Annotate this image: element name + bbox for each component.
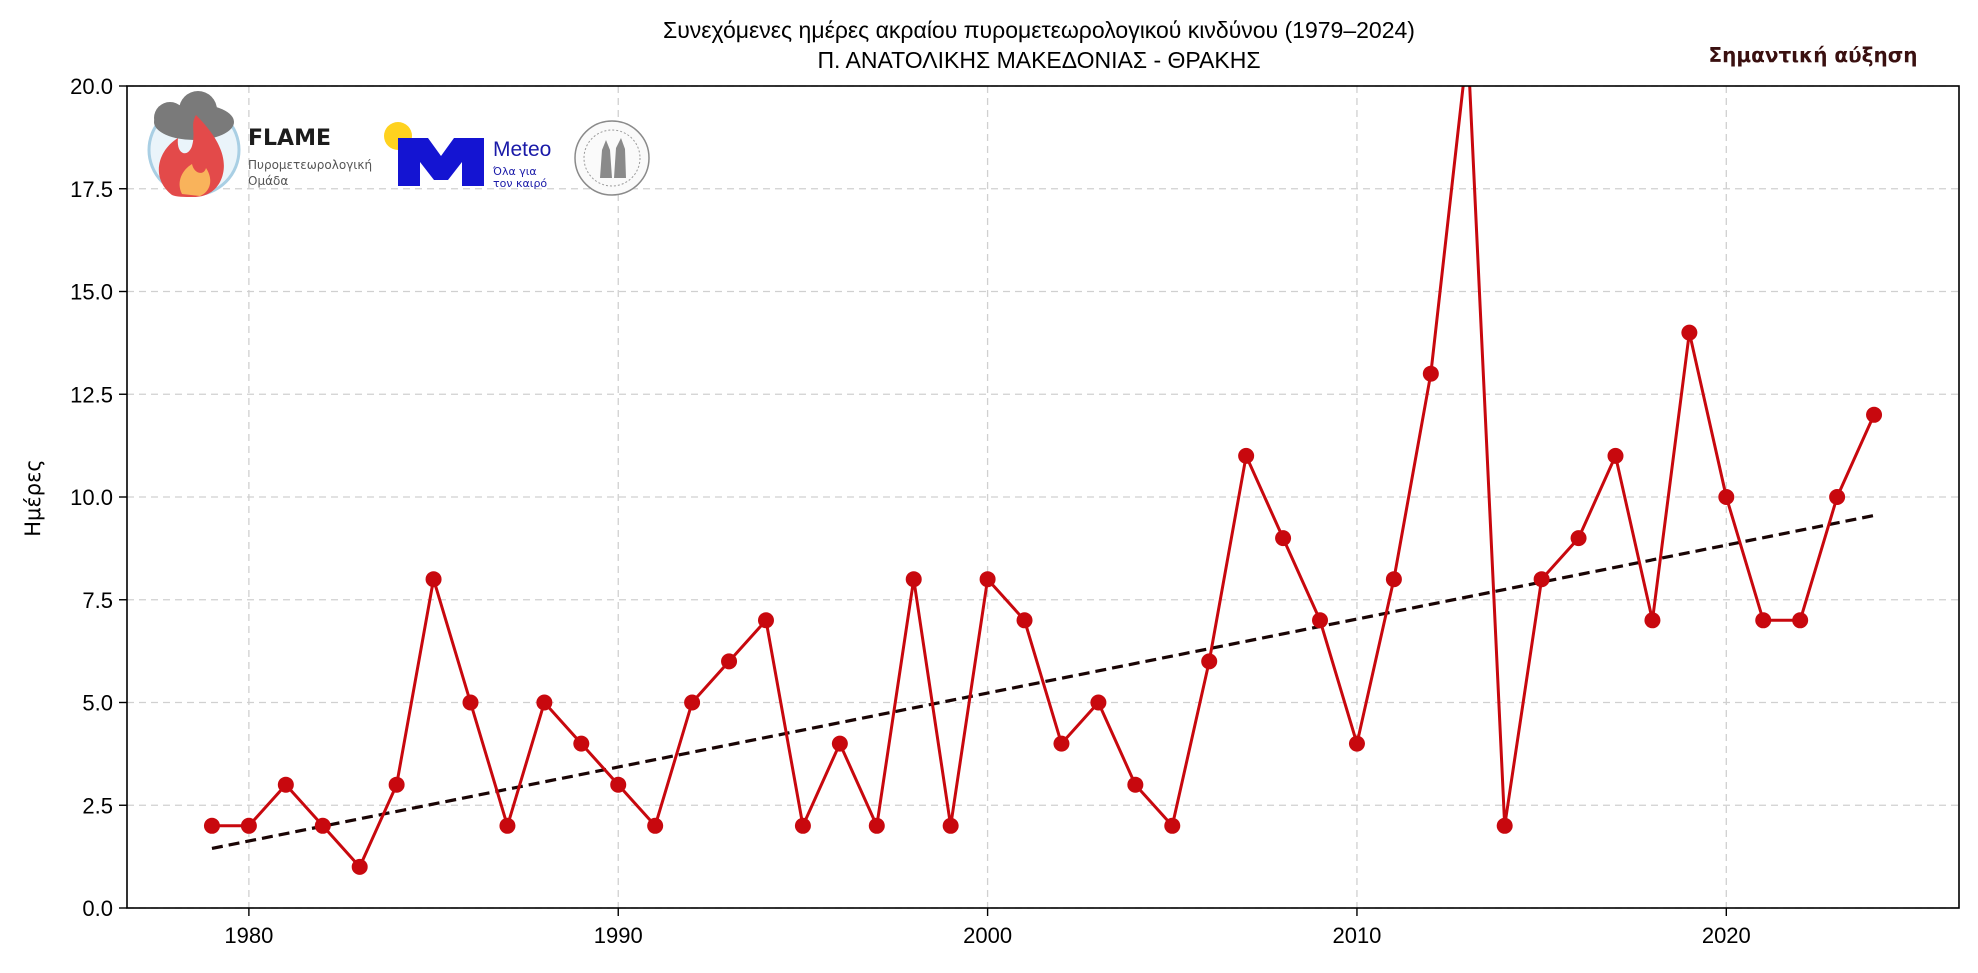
data-point bbox=[868, 817, 885, 834]
data-point bbox=[905, 571, 922, 588]
y-tick-label: 0.0 bbox=[82, 896, 113, 921]
data-point bbox=[1053, 735, 1070, 752]
data-point bbox=[831, 735, 848, 752]
data-point bbox=[647, 817, 664, 834]
series-line bbox=[211, 86, 1876, 869]
flame-logo: FLAME Πυρομετεωρολογική Ομάδα bbox=[147, 91, 372, 197]
data-point bbox=[794, 817, 811, 834]
data-point bbox=[610, 776, 627, 793]
x-tick-label: 2020 bbox=[1702, 923, 1751, 948]
trend-line-segment bbox=[211, 513, 1875, 850]
data-point bbox=[1275, 530, 1292, 547]
data-point bbox=[388, 776, 405, 793]
data-point bbox=[1644, 612, 1661, 629]
meteo-logo-line1: Όλα για bbox=[492, 165, 537, 178]
data-point bbox=[942, 817, 959, 834]
flame-logo-line2: Ομάδα bbox=[248, 174, 288, 188]
data-points bbox=[203, 324, 1883, 875]
data-point bbox=[203, 817, 220, 834]
data-point bbox=[277, 776, 294, 793]
data-point bbox=[979, 571, 996, 588]
data-point bbox=[1016, 612, 1033, 629]
data-point bbox=[573, 735, 590, 752]
y-axis-label: Ημέρες bbox=[21, 459, 45, 537]
meteo-logo: Meteo Όλα για τον καιρό bbox=[384, 122, 551, 190]
data-point bbox=[684, 694, 701, 711]
observatory-seal-logo bbox=[574, 120, 650, 196]
data-point bbox=[1201, 653, 1218, 670]
y-tick-label: 10.0 bbox=[70, 485, 113, 510]
y-tick-label: 12.5 bbox=[70, 382, 113, 407]
seal-figures-icon bbox=[600, 138, 626, 178]
flame-inner-icon bbox=[179, 164, 211, 196]
x-tick-label: 1980 bbox=[224, 923, 273, 948]
data-point bbox=[425, 571, 442, 588]
x-tick-label: 2010 bbox=[1332, 923, 1381, 948]
plot-frame bbox=[126, 85, 1960, 909]
data-point bbox=[314, 817, 331, 834]
y-tick-label: 15.0 bbox=[70, 280, 113, 305]
data-point bbox=[240, 817, 257, 834]
series-polyline bbox=[211, 86, 1876, 869]
y-axis: 0.0 2.5 5.0 7.5 10.0 12.5 15.0 17.5 20.0 bbox=[70, 74, 127, 921]
trend-annotation: Σημαντική αύξηση bbox=[1708, 43, 1917, 67]
data-point bbox=[499, 817, 516, 834]
data-point bbox=[351, 858, 368, 875]
y-tick-label: 17.5 bbox=[70, 177, 113, 202]
data-point bbox=[1533, 571, 1550, 588]
x-tick-label: 2000 bbox=[963, 923, 1012, 948]
chart-title: Συνεχόμενες ημέρες ακραίου πυρομετεωρολο… bbox=[663, 17, 1415, 43]
data-point bbox=[1681, 324, 1698, 341]
flame-logo-line1: Πυρομετεωρολογική bbox=[248, 158, 372, 172]
y-tick-label: 5.0 bbox=[82, 691, 113, 716]
data-point bbox=[1866, 406, 1883, 423]
y-tick-label: 20.0 bbox=[70, 74, 113, 99]
data-point bbox=[1312, 612, 1329, 629]
data-point bbox=[1718, 489, 1735, 505]
trend-line bbox=[211, 513, 1875, 850]
data-point bbox=[1422, 365, 1439, 382]
meteo-logo-line2: τον καιρό bbox=[493, 177, 547, 190]
data-point bbox=[1755, 612, 1772, 629]
data-point bbox=[1238, 447, 1255, 464]
data-point bbox=[757, 612, 774, 629]
x-tick-label: 1990 bbox=[594, 923, 643, 948]
flame-logo-name: FLAME bbox=[248, 126, 331, 151]
seal-outer-ring bbox=[574, 120, 650, 196]
data-point bbox=[462, 694, 479, 711]
data-point bbox=[1496, 817, 1513, 834]
y-tick-label: 7.5 bbox=[82, 588, 113, 613]
seal-inner-ring bbox=[583, 129, 641, 187]
data-point bbox=[1127, 776, 1144, 793]
x-axis: 1980 1990 2000 2010 2020 bbox=[224, 908, 1751, 948]
data-point bbox=[536, 694, 553, 711]
data-point bbox=[1829, 489, 1846, 505]
y-tick-label: 2.5 bbox=[82, 793, 113, 818]
data-point bbox=[1607, 447, 1624, 464]
data-point bbox=[1570, 530, 1587, 547]
meteo-logo-name: Meteo bbox=[493, 138, 551, 161]
data-point bbox=[1792, 612, 1809, 629]
data-point bbox=[1090, 694, 1107, 711]
data-point bbox=[1164, 817, 1181, 834]
data-point bbox=[1348, 735, 1365, 752]
data-point bbox=[1385, 571, 1402, 588]
data-point bbox=[721, 653, 738, 670]
chart-subtitle: Π. ΑΝΑΤΟΛΙΚΗΣ ΜΑΚΕΔΟΝΙΑΣ - ΘΡΑΚΗΣ bbox=[817, 47, 1260, 73]
meteo-m-icon bbox=[398, 138, 484, 186]
